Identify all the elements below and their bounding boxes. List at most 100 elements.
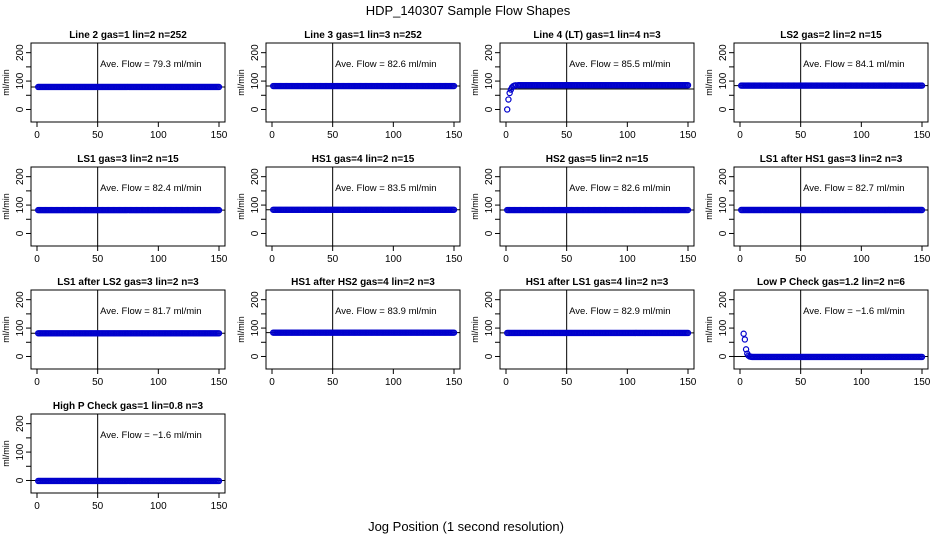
x-tick-label: 50 [795, 377, 807, 388]
plot-frame [499, 289, 695, 370]
data-points [738, 82, 926, 89]
y-axis-label: ml/min [470, 316, 480, 343]
panel-title: LS2 gas=2 lin=2 n=15 [780, 30, 882, 41]
y-axis-label: ml/min [236, 69, 246, 96]
y-tick-label: 100 [484, 319, 495, 336]
panel-title: LS1 after LS2 gas=3 lin=2 n=3 [57, 277, 199, 288]
data-point [684, 329, 692, 337]
x-tick-label: 150 [211, 130, 228, 141]
x-tick-label: 50 [795, 254, 807, 265]
y-tick-label: 100 [15, 72, 26, 89]
panel-title: Line 2 gas=1 lin=2 n=252 [69, 30, 187, 41]
plot-frame [733, 166, 929, 247]
plot-frame [733, 42, 929, 123]
panel-title: Line 4 (LT) gas=1 lin=4 n=3 [533, 30, 661, 41]
y-axis-label: ml/min [1, 316, 11, 343]
data-point [742, 346, 750, 353]
data-point [740, 330, 747, 337]
plot-frame [733, 289, 929, 370]
panel-4: LS2 gas=2 lin=2 n=15 Ave. Flow = 84.1 ml/… [704, 30, 931, 141]
data-point [918, 353, 926, 361]
data-points [35, 206, 223, 214]
y-axis-label: ml/min [704, 69, 714, 96]
plot-frame [30, 42, 226, 123]
y-axis-label: ml/min [470, 69, 480, 96]
y-tick-label: 100 [250, 72, 261, 89]
y-axis-label: ml/min [1, 440, 11, 467]
x-tick-label: 50 [561, 130, 573, 141]
data-point [215, 83, 223, 91]
panel-9: LS1 after LS2 gas=3 lin=2 n=3 Ave. Flow =… [1, 277, 228, 388]
average-flow-annotation: Ave. Flow = 82.4 ml/min [100, 183, 201, 194]
data-points [504, 206, 692, 214]
y-tick-label: 100 [484, 72, 495, 89]
y-tick-label: 200 [15, 168, 26, 185]
y-tick-label: 0 [484, 353, 495, 359]
y-tick-label: 100 [718, 319, 729, 336]
figure-title: HDP_140307 Sample Flow Shapes [366, 3, 571, 18]
x-tick-label: 0 [34, 501, 40, 512]
y-tick-label: 200 [250, 168, 261, 185]
y-tick-label: 200 [718, 291, 729, 308]
x-tick-label: 100 [853, 254, 870, 265]
y-tick-label: 100 [718, 196, 729, 213]
data-point [505, 96, 512, 103]
data-points [35, 477, 223, 485]
data-point [215, 330, 223, 337]
x-tick-label: 0 [269, 377, 275, 388]
panel-title: LS1 gas=3 lin=2 n=15 [77, 154, 179, 165]
y-tick-label: 200 [718, 44, 729, 61]
data-points [270, 206, 458, 213]
average-flow-annotation: Ave. Flow = −1.6 ml/min [100, 430, 202, 441]
data-point [215, 206, 223, 214]
x-tick-label: 50 [327, 130, 339, 141]
x-tick-label: 0 [737, 377, 743, 388]
average-flow-annotation: Ave. Flow = 84.1 ml/min [803, 59, 904, 70]
panel-title: HS2 gas=5 lin=2 n=15 [546, 154, 649, 165]
panel-10: HS1 after HS2 gas=4 lin=2 n=3 Ave. Flow =… [236, 277, 463, 388]
x-tick-label: 50 [92, 501, 104, 512]
x-tick-label: 50 [92, 130, 104, 141]
average-flow-annotation: Ave. Flow = 81.7 ml/min [100, 306, 201, 317]
y-tick-label: 0 [484, 106, 495, 112]
data-points [740, 330, 926, 361]
panels-group: Line 2 gas=1 lin=2 n=252 Ave. Flow = 79.3… [1, 30, 931, 512]
y-tick-label: 200 [484, 168, 495, 185]
y-axis-label: ml/min [1, 69, 11, 96]
data-points [504, 81, 692, 113]
panel-title: HS1 gas=4 lin=2 n=15 [312, 154, 415, 165]
panel-12: Low P Check gas=1.2 lin=2 n=6 Ave. Flow =… [704, 277, 931, 388]
panel-6: HS1 gas=4 lin=2 n=15 Ave. Flow = 83.5 ml/… [236, 154, 463, 265]
x-tick-label: 0 [503, 254, 509, 265]
data-points [270, 82, 458, 90]
x-tick-label: 0 [503, 130, 509, 141]
data-points [35, 330, 223, 337]
panel-title: High P Check gas=1 lin=0.8 n=3 [53, 401, 204, 412]
x-tick-label: 0 [269, 130, 275, 141]
plot-frame [30, 166, 226, 247]
x-tick-label: 150 [680, 377, 697, 388]
x-tick-label: 0 [34, 130, 40, 141]
y-axis-label: ml/min [470, 193, 480, 220]
y-tick-label: 0 [15, 230, 26, 236]
plot-frame [30, 289, 226, 370]
y-tick-label: 100 [484, 196, 495, 213]
y-tick-label: 200 [15, 291, 26, 308]
y-tick-label: 100 [15, 196, 26, 213]
y-tick-label: 200 [250, 44, 261, 61]
data-point [506, 89, 513, 97]
panel-8: LS1 after HS1 gas=3 lin=2 n=3 Ave. Flow =… [704, 154, 931, 265]
panel-title: LS1 after HS1 gas=3 lin=2 n=3 [760, 154, 903, 165]
x-tick-label: 150 [446, 377, 463, 388]
average-flow-annotation: Ave. Flow = 85.5 ml/min [569, 59, 670, 70]
y-tick-label: 0 [484, 230, 495, 236]
plot-frame [499, 166, 695, 247]
plot-frame [265, 289, 461, 370]
x-tick-label: 150 [211, 501, 228, 512]
x-tick-label: 150 [914, 254, 931, 265]
y-tick-label: 200 [15, 44, 26, 61]
average-flow-annotation: Ave. Flow = −1.6 ml/min [803, 306, 905, 317]
average-flow-annotation: Ave. Flow = 79.3 ml/min [100, 59, 201, 70]
